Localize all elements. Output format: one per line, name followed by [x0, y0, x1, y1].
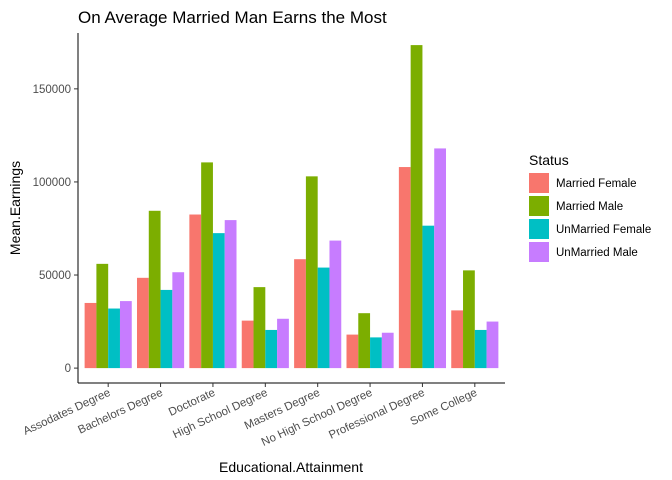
bar-married-male	[253, 287, 266, 369]
bar-unmarried-female	[370, 337, 382, 369]
legend: Status Married Female Married Male UnMarri…	[529, 152, 651, 262]
bar-unmarried-male	[434, 148, 447, 369]
bar-married-male	[463, 270, 475, 369]
bar-married-male	[201, 162, 213, 369]
y-axis-ticks: 0 50000 100000 150000	[33, 84, 78, 375]
x-tick-label: Assodates Degree	[22, 387, 113, 438]
bar-married-female	[136, 277, 149, 369]
y-axis-title: Mean.Earnings	[7, 161, 23, 255]
bar-unmarried-female	[474, 329, 487, 369]
bar-married-female	[451, 310, 464, 369]
bar-married-female	[398, 167, 411, 369]
bar-unmarried-male	[329, 240, 342, 369]
legend-swatch	[529, 242, 549, 262]
bar-married-male	[305, 176, 318, 369]
y-tick-label: 150000	[33, 84, 71, 96]
bar-unmarried-male	[224, 220, 237, 369]
x-tick-label: Professional Degree	[327, 387, 427, 442]
bar-unmarried-female	[317, 267, 330, 369]
x-tick-label: High School Degree	[171, 387, 269, 441]
chart-title: On Average Married Man Earns the Most	[78, 8, 387, 27]
bar-married-female	[84, 302, 97, 369]
legend-label: UnMarried Male	[556, 247, 638, 259]
legend-title: Status	[529, 152, 569, 168]
y-tick-label: 50000	[39, 270, 71, 282]
bar-married-female	[241, 320, 254, 369]
plot-area	[84, 45, 499, 369]
bar-married-female	[346, 334, 359, 369]
bar-married-male	[410, 45, 423, 369]
bar-married-female	[189, 214, 202, 369]
bar-married-male	[148, 210, 161, 369]
legend-swatch	[529, 196, 549, 216]
bar-unmarried-male	[277, 318, 289, 369]
legend-swatch	[529, 173, 549, 193]
legend-label: Married Male	[556, 201, 623, 213]
bar-unmarried-female	[212, 233, 225, 369]
y-tick-label: 100000	[33, 177, 71, 189]
bar-unmarried-male	[172, 272, 185, 369]
bar-unmarried-female	[265, 329, 278, 369]
bar-unmarried-female	[422, 225, 435, 369]
legend-label: UnMarried Female	[556, 224, 651, 236]
legend-swatch	[529, 219, 549, 239]
x-axis-title: Educational.Attainment	[219, 459, 363, 475]
bar-unmarried-male	[486, 321, 499, 369]
bar-married-male	[96, 263, 109, 369]
bar-unmarried-female	[108, 308, 120, 369]
bar-unmarried-male	[381, 332, 394, 369]
y-tick-label: 0	[65, 363, 71, 375]
bar-unmarried-female	[160, 289, 173, 369]
bar-married-female	[294, 259, 306, 369]
bar-married-male	[358, 313, 371, 369]
bar-unmarried-male	[119, 301, 132, 369]
legend-label: Married Female	[556, 178, 637, 190]
